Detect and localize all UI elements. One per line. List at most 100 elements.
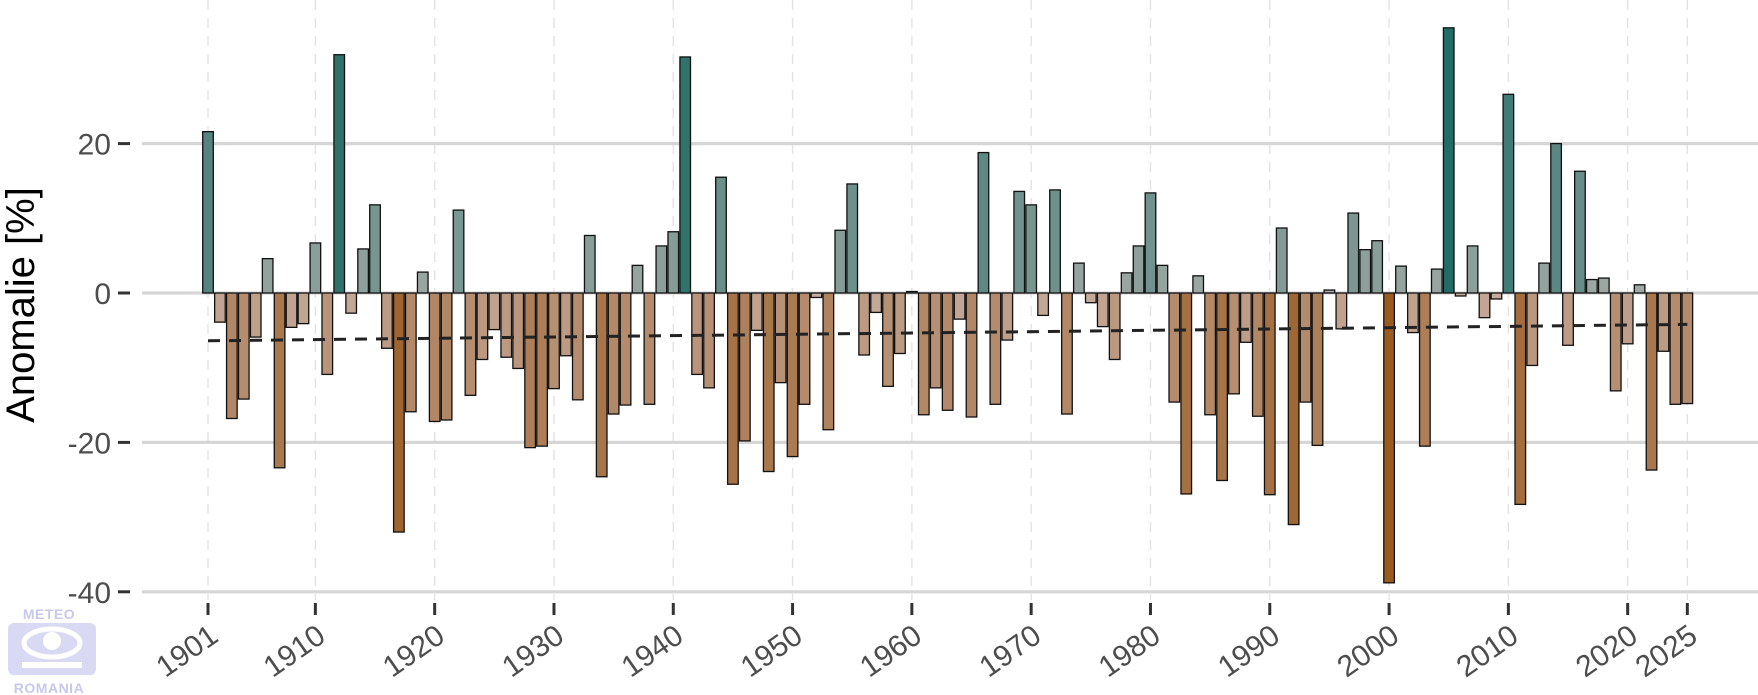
x-tick-label: 1960 <box>854 619 928 684</box>
bar-2002 <box>1406 292 1419 334</box>
bar-2023 <box>1657 292 1670 352</box>
bar-1955 <box>846 183 859 294</box>
y-tick-label: -20 <box>68 427 111 460</box>
bar-1994 <box>1311 292 1324 447</box>
x-axis: 1901 1910 1920 1930 1940 1950 1960 1970 1980 1990… <box>150 603 1703 684</box>
bar-1921 <box>440 292 453 421</box>
bar-1930 <box>548 292 560 390</box>
bar-2024 <box>1669 292 1682 405</box>
x-tick-label: 1970 <box>974 619 1048 684</box>
bar-1960 <box>905 290 918 294</box>
bar-2005 <box>1442 27 1455 294</box>
meteo-romania-logo: METEO ROMANIA <box>8 606 96 695</box>
bar-1953 <box>822 292 835 431</box>
bar-1954 <box>834 229 847 294</box>
bar-1904 <box>237 292 250 400</box>
bar-1963 <box>941 292 954 411</box>
bar-2008 <box>1478 292 1491 319</box>
logo-top-text: METEO <box>23 606 75 622</box>
bar-1981 <box>1156 264 1169 294</box>
x-tick-label: 2025 <box>1630 619 1704 684</box>
bar-1989 <box>1251 292 1264 417</box>
bar-1968 <box>1001 292 1014 341</box>
bar-1918 <box>404 292 417 413</box>
bar-1913 <box>345 292 358 314</box>
bar-1986 <box>1216 292 1229 482</box>
bar-2010 <box>1502 93 1515 294</box>
bar-1985 <box>1204 292 1217 416</box>
bar-1927 <box>512 292 525 370</box>
bar-2018 <box>1597 277 1610 294</box>
y-axis: -40 -20 0 20 <box>68 129 130 610</box>
logo-bar <box>22 662 82 668</box>
x-tick-label: 1901 <box>150 619 224 684</box>
bar-1996 <box>1335 292 1348 330</box>
bar-2012 <box>1526 292 1539 367</box>
bar-1906 <box>261 257 274 294</box>
bar-2016 <box>1574 170 1586 294</box>
bar-1938 <box>643 292 656 405</box>
bar-2000 <box>1383 292 1396 584</box>
bar-1928 <box>524 292 537 449</box>
bar-1905 <box>249 292 262 338</box>
bar-1939 <box>655 245 668 294</box>
bar-1903 <box>225 292 238 420</box>
bar-1990 <box>1263 292 1276 496</box>
bar-1979 <box>1132 245 1145 294</box>
bar-1935 <box>607 292 620 415</box>
bar-1917 <box>392 292 405 533</box>
bar-1995 <box>1323 289 1336 294</box>
bar-2011 <box>1514 292 1527 506</box>
bar-1901 <box>202 130 214 294</box>
bar-1920 <box>428 292 441 423</box>
bar-1915 <box>369 204 381 294</box>
x-tick-label: 1980 <box>1093 619 1167 684</box>
bar-1998 <box>1359 249 1372 294</box>
bar-2020 <box>1621 292 1634 345</box>
bar-1971 <box>1037 292 1050 317</box>
bar-1910 <box>309 242 322 294</box>
bar-1983 <box>1180 292 1193 495</box>
bar-1947 <box>750 292 763 331</box>
bar-1936 <box>619 292 632 406</box>
bar-1987 <box>1228 292 1240 395</box>
bar-1933 <box>583 234 596 294</box>
x-tick-label: 1930 <box>496 619 570 684</box>
bar-1926 <box>500 292 513 358</box>
bar-1952 <box>810 292 823 299</box>
bar-1912 <box>333 54 346 294</box>
logo-sun <box>43 632 61 650</box>
bar-1925 <box>488 292 501 331</box>
bar-2014 <box>1550 142 1563 294</box>
bar-1993 <box>1299 292 1312 403</box>
x-tick-label: 2000 <box>1331 619 1405 684</box>
bar-1948 <box>762 292 775 473</box>
bar-1977 <box>1108 292 1121 361</box>
bar-1984 <box>1192 275 1205 294</box>
bar-2004 <box>1430 268 1443 294</box>
bar-2006 <box>1454 292 1467 297</box>
bar-1951 <box>798 292 811 405</box>
bar-2025 <box>1681 292 1694 405</box>
bar-1932 <box>571 292 584 401</box>
bar-1949 <box>774 292 787 384</box>
logo-ring <box>21 626 83 660</box>
bar-1976 <box>1096 292 1109 328</box>
bar-1969 <box>1013 190 1026 294</box>
bar-1911 <box>321 292 334 376</box>
bar-2001 <box>1395 265 1407 294</box>
bar-2019 <box>1609 292 1622 392</box>
bar-1999 <box>1371 240 1384 294</box>
trend-line <box>207 322 1688 343</box>
bar-1902 <box>213 292 226 323</box>
bar-1922 <box>452 209 465 294</box>
bar-1919 <box>416 271 429 294</box>
x-tick-label: 1940 <box>616 619 690 684</box>
bar-1961 <box>917 292 930 416</box>
bar-2021 <box>1633 284 1646 294</box>
x-tick-label: 1950 <box>735 619 809 684</box>
bar-1945 <box>726 292 739 485</box>
bar-1959 <box>893 292 906 355</box>
bar-2015 <box>1562 292 1574 346</box>
y-tick-label: 0 <box>94 278 111 311</box>
